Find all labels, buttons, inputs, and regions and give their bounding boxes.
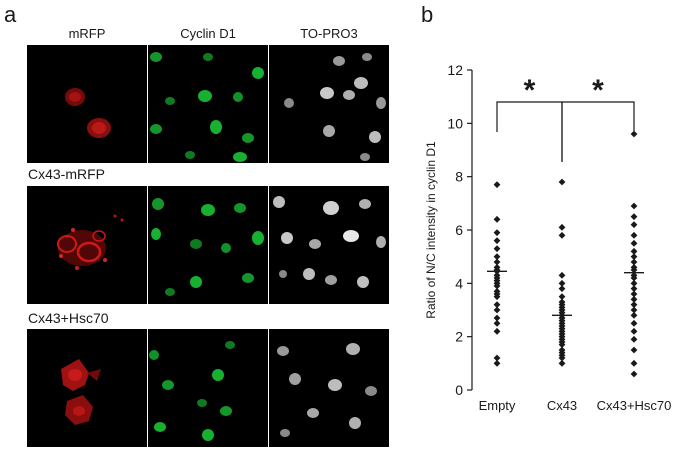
data-point — [558, 341, 566, 349]
data-point — [558, 279, 566, 287]
x-category-label: Cx43+Hsc70 — [597, 398, 672, 413]
micrograph-empty-mrfp — [27, 45, 147, 163]
data-point — [630, 258, 638, 266]
data-point — [630, 253, 638, 261]
data-point — [630, 130, 638, 138]
data-point — [493, 306, 501, 314]
data-point — [493, 359, 501, 367]
data-point — [493, 319, 501, 327]
data-point — [493, 181, 501, 189]
data-point — [630, 290, 638, 298]
data-point — [630, 285, 638, 293]
data-point — [630, 370, 638, 378]
data-point — [630, 213, 638, 221]
data-point — [630, 346, 638, 354]
data-point — [630, 247, 638, 255]
significance-star: * — [592, 74, 604, 107]
data-point — [630, 239, 638, 247]
y-tick-label: 4 — [455, 275, 463, 291]
significance-bracket — [561, 101, 635, 162]
micrograph-empty-cyclin-d1 — [148, 45, 268, 163]
x-category-label: Cx43 — [547, 398, 577, 413]
data-point — [493, 314, 501, 322]
y-tick-label: 10 — [447, 115, 463, 131]
data-point — [630, 279, 638, 287]
significance-bracket — [496, 101, 563, 162]
panel-b-letter: b — [421, 2, 434, 27]
y-axis-label: Ratio of N/C intensity in cyclin D1 — [424, 141, 438, 319]
data-point — [630, 301, 638, 309]
data-point — [558, 178, 566, 186]
y-tick-label: 6 — [455, 222, 463, 238]
column-header-to-pro3: TO-PRO3 — [300, 26, 358, 41]
data-point — [493, 245, 501, 253]
data-point — [630, 306, 638, 314]
data-point — [630, 274, 638, 282]
micrograph-hsc70-cyclin-d1 — [148, 329, 268, 447]
data-point — [493, 253, 501, 261]
y-tick-label: 0 — [455, 382, 463, 398]
data-point — [630, 266, 638, 274]
column-header-mrfp: mRFP — [68, 26, 106, 41]
micrograph-hsc70-to-pro3 — [269, 329, 389, 447]
data-point — [630, 335, 638, 343]
row-label-cx43-mrfp: Cx43-mRFP — [28, 166, 106, 182]
data-point — [493, 327, 501, 335]
y-tick-label: 12 — [447, 62, 463, 78]
data-point — [493, 215, 501, 223]
y-tick-label: 2 — [455, 329, 463, 345]
data-point — [558, 271, 566, 279]
data-point — [558, 293, 566, 301]
data-point — [630, 202, 638, 210]
data-point — [493, 229, 501, 237]
x-category-label: Empty — [479, 398, 516, 413]
data-point — [558, 231, 566, 239]
micrograph-cx43-mrfp — [27, 186, 147, 304]
micrograph-cx43-to-pro3 — [269, 186, 389, 304]
data-point — [630, 295, 638, 303]
micrograph-empty-to-pro3 — [269, 45, 389, 163]
data-point — [558, 359, 566, 367]
data-point — [493, 354, 501, 362]
row-label-cx43-hsc70: Cx43+Hsc70 — [28, 310, 109, 326]
micrograph-cx43-cyclin-d1 — [148, 186, 268, 304]
data-point — [630, 319, 638, 327]
data-point — [630, 221, 638, 229]
panel-a-letter: a — [4, 2, 17, 27]
data-point — [558, 354, 566, 362]
data-point — [630, 327, 638, 335]
y-tick-label: 8 — [455, 169, 463, 185]
data-point — [493, 237, 501, 245]
scatter-chart: Ratio of N/C intensity in cyclin D1 0 2 4 6… — [424, 62, 672, 413]
data-point — [630, 359, 638, 367]
column-header-cyclin-d1: Cyclin D1 — [180, 26, 236, 41]
micrograph-hsc70-mrfp — [27, 329, 147, 447]
data-point — [558, 285, 566, 293]
data-point — [630, 311, 638, 319]
significance-star: * — [524, 74, 536, 107]
data-point — [630, 231, 638, 239]
data-point — [558, 223, 566, 231]
